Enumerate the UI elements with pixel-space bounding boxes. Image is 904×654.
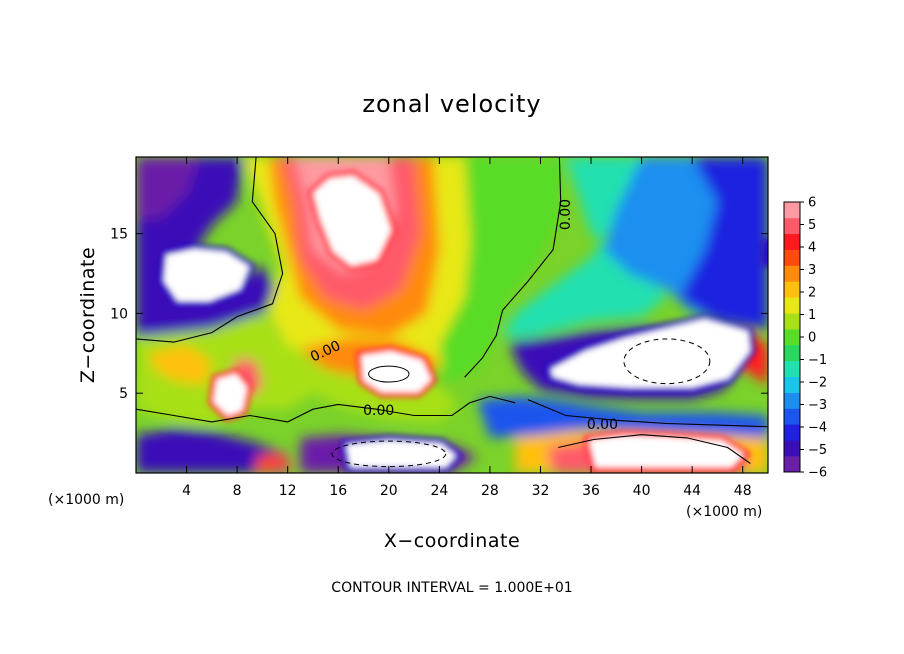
x-tick-label-12: 12 [279,483,297,499]
colorbar-swatch-11 [784,297,800,314]
x-scale-note-left: (×1000 m) [48,492,124,508]
plot-frame [135,156,769,474]
saturated-region-4 [208,368,253,422]
colorbar-swatch-10 [784,313,800,330]
colorbar-swatch-7 [784,360,800,378]
zero-contour-1 [136,157,284,343]
x-tick-label-40: 40 [633,483,651,499]
colorbar-tick-label: −5 [808,443,827,458]
colorbar-tick-label: 4 [808,241,816,256]
chart-title: zonal velocity [362,90,541,118]
x-axis-ticks: 4 8 12 16 20 24 28 32 36 40 44 48 [182,157,752,499]
colorbar-swatch-5 [784,392,800,409]
colorbar-tick-label: −6 [808,466,827,481]
x-tick-label-4: 4 [182,483,191,499]
contour-interval-note: CONTOUR INTERVAL = 1.000E+01 [331,580,572,596]
colorbar-swatch-15 [784,233,800,250]
x-tick-label-32: 32 [532,483,550,499]
inner-contour-2 [623,338,711,385]
colorbar-tick-label: −3 [808,398,827,413]
saturated-region-3 [356,346,437,398]
saturated-region-2 [158,243,255,307]
x-tick-label-20: 20 [380,483,398,499]
colorbar-swatch-6 [784,376,800,393]
x-tick-label-48: 48 [734,483,752,499]
inner-contour-3 [331,440,447,468]
colorbar-tick-label: 5 [808,218,816,233]
zero-contours: 0.000.000.000.00 [136,157,768,468]
contour-label-3: 0.00 [587,417,618,433]
zero-contour-3 [464,157,562,378]
field-region-20 [136,428,288,473]
x-tick-label-8: 8 [233,483,242,499]
colorbar-tick-label: 0 [808,331,816,346]
field-region-10 [679,157,768,330]
y-axis-ticks: 5 10 15 [110,227,768,402]
colorbar-swatch-4 [784,408,800,425]
saturated-region-5 [545,314,756,393]
inner-contour-1 [368,365,410,383]
zero-contour-5 [558,434,751,464]
saturated-regions [158,170,768,473]
x-tick-label-28: 28 [481,483,499,499]
colorbar-tick-label: −4 [808,421,827,436]
colorbar-swatch-14 [784,249,800,266]
y-tick-label-15: 15 [110,227,128,243]
plot-area: 0.000.000.000.00 [136,157,768,473]
saturated-region-7 [340,435,463,473]
colorbar-tick-label: 6 [808,196,816,211]
colorbar-swatch-17 [784,202,800,219]
colorbar-tick-label: −1 [808,353,827,368]
zero-contour-2 [136,395,516,423]
x-tick-label-24: 24 [430,483,448,499]
saturated-region-6 [583,430,751,473]
contour-label-4: 0.00 [558,199,574,230]
x-tick-label-44: 44 [683,483,701,499]
colorbar-tick-label: 1 [808,308,816,323]
x-scale-note-right: (×1000 m) [686,504,762,520]
saturated-region-1 [307,170,397,272]
colorbar-swatch-3 [784,424,800,441]
field-region-2 [136,157,200,221]
colorbar-tick-label: −2 [808,376,827,391]
colorbar-swatch-9 [784,329,800,346]
field-region-21 [256,452,294,473]
colorbar-swatch-1 [784,456,800,473]
field-region-12 [148,345,212,386]
field-region-8 [502,157,667,338]
colorbar-swatch-16 [784,217,800,235]
colorbar-swatch-2 [784,440,800,457]
contour-label-2: 0.00 [363,403,394,419]
y-tick-label-5: 5 [119,386,128,402]
x-tick-label-36: 36 [582,483,600,499]
colorbar-swatch-8 [784,344,800,362]
x-tick-label-16: 16 [329,483,347,499]
colorbar-tick-label: 3 [808,263,816,278]
y-axis-label: Z−coordinate [77,247,99,383]
field-region-7 [439,157,566,386]
colorbar-swatch-12 [784,281,800,298]
zero-contour-4 [527,399,768,428]
colorbar-tick-label: 2 [808,286,816,301]
field-region-15 [477,396,768,438]
x-axis-label: X−coordinate [384,530,520,552]
colorbar: 6 5 4 3 2 1 0 −1 −2 −3 −4 −5 −6 [783,196,827,481]
colorbar-swatch-13 [784,265,800,282]
y-tick-label-10: 10 [110,306,128,322]
saturated-region-8 [760,237,768,268]
